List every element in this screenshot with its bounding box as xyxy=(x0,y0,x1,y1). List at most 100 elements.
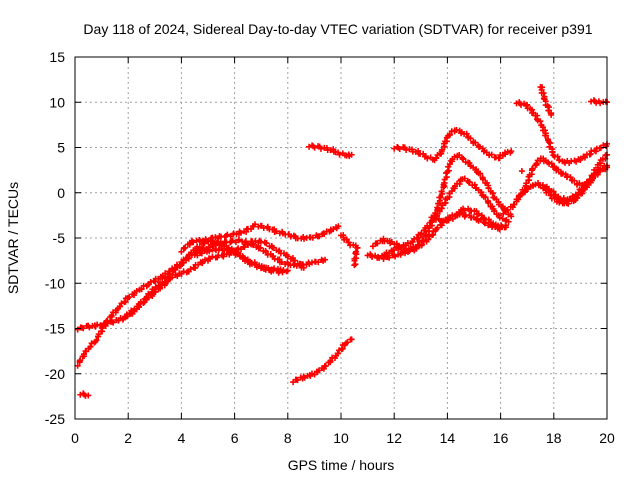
data-point-track-j xyxy=(508,213,515,220)
data-point-track-f xyxy=(344,339,351,346)
data-point-track-i xyxy=(491,207,498,214)
x-tick-label: 4 xyxy=(178,430,186,446)
data-point-track-a xyxy=(315,259,322,266)
data-point-track-b xyxy=(93,337,100,344)
data-point-track-i xyxy=(390,246,397,253)
data-point-track-d xyxy=(211,240,218,247)
y-tick-label: 0 xyxy=(57,185,65,201)
data-point-track-e xyxy=(263,264,270,271)
data-point-track-p xyxy=(548,192,555,199)
data-point-track-k xyxy=(425,236,432,243)
y-tick-label: -20 xyxy=(45,366,65,382)
data-point-track-g xyxy=(336,151,343,158)
data-point-track-j xyxy=(477,170,484,177)
data-point-track-i xyxy=(482,194,489,201)
data-point-track-j xyxy=(438,188,445,195)
data-point-track-j xyxy=(374,240,381,247)
data-point-track-b xyxy=(126,294,133,301)
data-point-track-c xyxy=(169,274,176,281)
data-point-track-k xyxy=(386,254,393,261)
data-point-track-c xyxy=(152,289,159,296)
data-point-track-j xyxy=(473,166,480,173)
data-point-track-s xyxy=(597,100,604,107)
data-point-track-r xyxy=(548,111,555,118)
x-tick-label: 0 xyxy=(71,430,79,446)
data-point-track-i xyxy=(369,253,376,260)
data-point-track-l xyxy=(391,145,398,152)
data-point-track-c xyxy=(284,253,291,260)
data-point-track-l xyxy=(433,155,440,162)
data-point-track-n xyxy=(576,180,583,187)
data-point-track-d xyxy=(178,248,185,255)
data-point-track-f xyxy=(322,362,329,369)
data-point-track-i xyxy=(466,179,473,186)
data-point-track-n xyxy=(559,170,566,177)
data-point-track-r xyxy=(540,90,547,97)
data-point-track-j xyxy=(460,155,467,162)
data-point-track-t xyxy=(85,392,92,399)
data-point-track-b xyxy=(74,362,81,369)
data-point-track-n xyxy=(511,201,518,208)
data-point-track-b xyxy=(237,229,244,236)
y-tick-label: 10 xyxy=(49,94,65,110)
axis-ticks: 0 2 4 6 8 10 12 14 16 18 20 -25 -20 -15 -10 -5 0 5 10 15 xyxy=(45,49,615,446)
x-tick-label: 2 xyxy=(124,430,132,446)
chart-title: Day 118 of 2024, Sidereal Day-to-day VTE… xyxy=(83,21,592,37)
data-point-track-b xyxy=(167,268,174,275)
data-point-track-b xyxy=(335,223,342,230)
data-point-track-b xyxy=(273,228,280,235)
data-point-track-p xyxy=(545,189,552,196)
data-point-track-b xyxy=(316,233,323,240)
data-point-track-b xyxy=(87,343,94,350)
data-point-track-c xyxy=(157,284,164,291)
data-point-track-l xyxy=(467,135,474,142)
data-point-track-l xyxy=(508,148,515,155)
data-point-track-n xyxy=(504,206,511,213)
y-axis-label: SDTVAR / TECUs xyxy=(5,182,21,294)
data-point-track-a xyxy=(236,236,243,243)
data-point-track-i xyxy=(461,175,468,182)
x-tick-label: 10 xyxy=(333,430,349,446)
data-point-track-f xyxy=(334,350,341,357)
x-tick-label: 14 xyxy=(440,430,456,446)
data-point-track-l xyxy=(463,130,470,137)
data-point-track-h xyxy=(352,261,359,268)
data-point-track-q xyxy=(554,153,561,160)
x-axis-label: GPS time / hours xyxy=(288,457,395,473)
y-tick-label: -25 xyxy=(45,411,65,427)
data-point-track-p xyxy=(589,174,596,181)
data-point-track-b xyxy=(77,357,84,364)
data-point-track-o xyxy=(517,192,524,199)
data-point-track-l xyxy=(492,154,499,161)
data-point-track-f xyxy=(294,377,301,384)
data-point-track-p xyxy=(565,200,572,207)
data-point-track-i xyxy=(411,235,418,242)
data-point-track-b xyxy=(196,244,203,251)
data-point-track-a xyxy=(110,319,117,326)
data-point-track-n xyxy=(523,180,530,187)
data-point-track-q xyxy=(541,127,548,134)
data-point-track-i xyxy=(496,214,503,221)
data-point-track-j xyxy=(479,176,486,183)
data-point-track-f xyxy=(348,336,355,343)
data-point-track-e xyxy=(206,248,213,255)
y-tick-label: -15 xyxy=(45,321,65,337)
x-tick-label: 8 xyxy=(284,430,292,446)
data-point-track-e xyxy=(241,255,248,262)
data-point-track-q xyxy=(542,132,549,139)
data-point-track-e xyxy=(198,250,205,257)
data-point-track-q xyxy=(537,118,544,125)
data-point-track-c xyxy=(140,299,147,306)
data-point-track-l xyxy=(488,151,495,158)
data-point-track-a xyxy=(74,326,81,333)
data-point-track-m xyxy=(461,207,468,214)
data-point-track-h xyxy=(354,244,361,251)
data-point-track-a xyxy=(278,259,285,266)
data-point-track-q xyxy=(549,148,556,155)
data-point-track-u xyxy=(518,168,525,175)
data-point-track-i xyxy=(485,199,492,206)
data-point-track-q xyxy=(556,157,563,164)
data-point-track-b xyxy=(118,300,125,307)
data-point-track-j xyxy=(434,204,441,211)
